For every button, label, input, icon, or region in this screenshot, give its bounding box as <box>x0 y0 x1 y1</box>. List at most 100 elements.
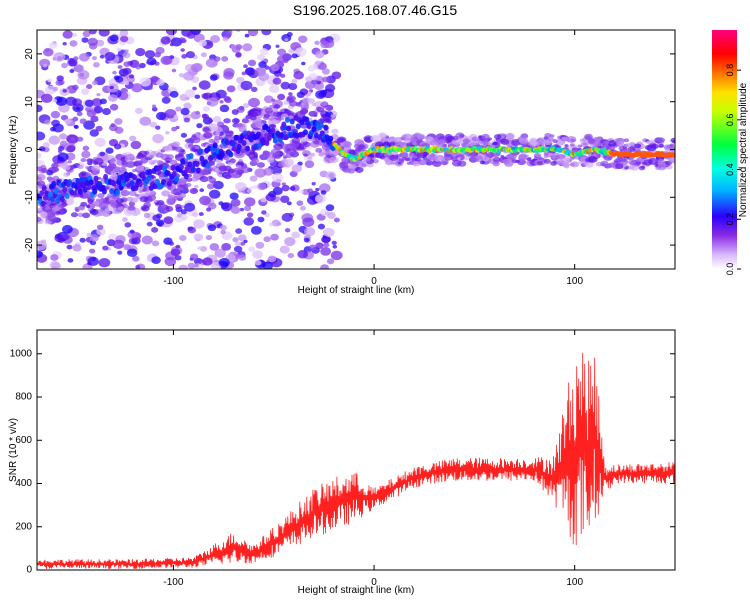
spectrogram-cell <box>183 71 195 81</box>
spectrogram-cell <box>628 142 636 147</box>
spectrogram-cell <box>311 182 316 186</box>
spectrogram-cell <box>317 223 326 230</box>
spectrogram-cell <box>65 96 77 106</box>
spectrogram-cell <box>184 89 196 98</box>
spectrogram-cell <box>223 95 231 102</box>
spectrogram-cell <box>155 152 164 158</box>
y-tick-label: 0 <box>26 565 32 576</box>
spectrogram-cell <box>279 73 286 78</box>
spectrogram-cell <box>253 184 258 189</box>
spectrogram-cell <box>206 97 219 107</box>
spectrogram-cell <box>50 110 61 119</box>
spectrogram-x-ticks: -100 0 100 <box>163 30 583 287</box>
spectrogram-cell <box>52 204 62 212</box>
spectrogram-cell <box>197 246 202 250</box>
spectrogram-cell <box>283 100 290 105</box>
spectrogram-cell <box>72 116 79 122</box>
spectrogram-cell <box>221 56 229 62</box>
spectrogram-cell <box>276 48 287 56</box>
spectrogram-cell <box>594 137 601 142</box>
spectrogram-cell <box>223 118 231 124</box>
spectrogram-cell <box>288 100 298 107</box>
spectrogram-cell <box>181 54 188 59</box>
spectrogram-cell <box>84 99 94 107</box>
spectrogram-cell <box>115 198 124 204</box>
spectrogram-cell <box>86 158 93 163</box>
spectrogram-cell <box>218 201 224 206</box>
spectrogram-cell <box>536 161 544 166</box>
spectrogram-cell <box>70 212 79 218</box>
spectrogram-cell <box>618 146 624 150</box>
spectrogram-cell <box>383 157 391 162</box>
spectrogram-cell <box>179 234 187 242</box>
spectrogram-cell <box>126 248 138 257</box>
spectrogram-cell <box>206 207 212 212</box>
spectrogram-cell <box>389 154 399 162</box>
spectrogram-cell <box>602 155 607 159</box>
spectrogram-cell <box>218 171 223 175</box>
spectrogram-cell <box>241 139 247 146</box>
spectrogram-cell <box>243 217 255 226</box>
spectrogram-cell <box>173 114 179 119</box>
spectrogram-cell <box>325 171 337 180</box>
spectrogram-cell <box>116 47 122 52</box>
spectrogram-cell <box>304 160 315 169</box>
spectrogram-cell <box>331 71 342 80</box>
spectrogram-cell <box>234 241 241 247</box>
x-tick-label: -100 <box>163 577 183 588</box>
spectrogram-cell <box>655 166 661 170</box>
colorbar-ticks: 0.0 0.2 0.4 0.6 0.8 <box>725 64 741 275</box>
y-tick-label: 1000 <box>10 348 33 359</box>
spectrogram-cell <box>89 208 99 216</box>
spectrogram-cell <box>518 138 524 142</box>
spectrogram-cell <box>110 172 118 178</box>
spectrogram-cell <box>331 240 337 246</box>
spectrogram-cell <box>41 185 47 192</box>
spectrogram-cell <box>219 151 225 158</box>
spectrogram-cell <box>86 204 91 209</box>
spectrogram-cell <box>268 117 273 121</box>
spectrogram-cell <box>244 33 250 38</box>
spectrogram-cell <box>425 160 434 166</box>
spectrogram-cell <box>210 35 220 43</box>
spectrogram-cell <box>37 180 46 187</box>
spectrogram-cell <box>216 121 225 128</box>
spectrogram-cell <box>570 161 580 168</box>
spectrogram-cell <box>37 131 46 141</box>
spectrogram-cell <box>280 81 291 90</box>
spectrogram-cell <box>226 85 236 93</box>
spectrogram-cell <box>202 106 210 112</box>
spectrogram-cell <box>199 245 208 252</box>
spectrogram-cell <box>260 197 268 203</box>
spectrogram-cell <box>218 165 228 172</box>
spectrogram-cell <box>39 211 48 218</box>
spectrogram-cell <box>203 131 213 139</box>
spectrogram-cell <box>255 241 265 249</box>
spectrogram-cell <box>225 130 234 137</box>
spectrogram-cell <box>91 98 103 107</box>
spectrogram-cell <box>284 236 296 247</box>
spectrogram-cell <box>462 138 471 144</box>
spectrogram-cell <box>222 125 229 130</box>
spectrogram-cell <box>165 160 171 164</box>
spectrogram-cell <box>76 182 82 189</box>
spectrogram-cell <box>93 175 99 182</box>
spectrogram-cell <box>471 136 479 142</box>
spectrogram-cell <box>91 56 97 61</box>
spectrogram-cell <box>168 241 175 246</box>
spectrogram-cell <box>49 126 56 132</box>
y-tick-label: 20 <box>24 48 35 60</box>
spectrogram-cell <box>425 136 433 142</box>
spectrogram-cell <box>281 33 292 42</box>
spectrogram-cell <box>243 197 256 207</box>
x-tick-label: 0 <box>371 276 377 287</box>
spectrogram-cell <box>180 214 188 221</box>
spectrogram-cell <box>67 178 73 185</box>
spectrogram-cell <box>201 93 209 99</box>
spectrogram-cell <box>85 166 90 169</box>
spectrogram-cell <box>61 62 68 69</box>
spectrogram-cell <box>314 40 320 46</box>
spectrogram-cell <box>500 154 505 158</box>
spectrogram-cell <box>152 214 161 222</box>
y-tick-label: -10 <box>24 190 35 205</box>
